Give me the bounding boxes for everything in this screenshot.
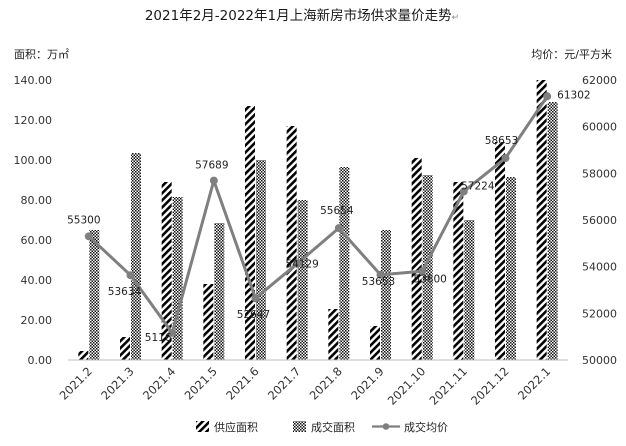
price-data-label: 57689 xyxy=(195,160,228,172)
x-tick-label: 2021.3 xyxy=(98,364,136,402)
price-point xyxy=(501,154,510,163)
right-tick-label: 50000 xyxy=(582,354,617,367)
supply-bar xyxy=(161,182,172,360)
supply-bar xyxy=(411,158,422,360)
trade-bar xyxy=(297,200,308,360)
trade-bar xyxy=(506,177,516,360)
supply-bar xyxy=(370,326,380,360)
price-point xyxy=(376,270,385,279)
x-tick-label: 2021.12 xyxy=(468,364,512,408)
right-tick-label: 54000 xyxy=(582,261,617,274)
price-data-label: 52647 xyxy=(237,309,270,321)
supply-bar xyxy=(78,351,89,360)
right-axis: 50000 52000 54000 56000 58000 60000 62000 xyxy=(582,74,617,367)
price-data-label: 55300 xyxy=(67,214,100,226)
price-point xyxy=(126,271,135,280)
price-data-label: 53800 xyxy=(413,273,446,285)
price-point xyxy=(84,232,93,241)
left-tick-label: 80.00 xyxy=(21,194,53,207)
supply-bar xyxy=(328,309,339,360)
data-labels: 55300 53634 5116 57689 52647 54129 55654 53653 5… xyxy=(67,89,590,344)
legend-swatch-trade xyxy=(293,421,306,432)
price-data-label: 54129 xyxy=(285,259,318,271)
left-tick-label: 100.00 xyxy=(14,154,53,167)
right-tick-label: 52000 xyxy=(582,307,617,320)
right-tick-label: 60000 xyxy=(582,121,617,134)
trade-bar xyxy=(89,230,100,360)
supply-bar xyxy=(536,80,547,360)
trade-bar xyxy=(422,175,433,360)
supply-bar xyxy=(286,126,297,360)
right-tick-label: 62000 xyxy=(582,74,617,87)
x-axis: 2021.2 2021.3 2021.4 2021.5 2021.6 2021.7 2021… xyxy=(57,364,554,408)
left-axis: 0.00 20.00 40.00 60.00 80.00 100.00 120.00 140.… xyxy=(14,74,53,367)
x-tick-label: 2021.7 xyxy=(265,364,303,402)
price-data-label: 53634 xyxy=(108,286,142,298)
left-tick-label: 20.00 xyxy=(21,314,53,327)
supply-bar xyxy=(245,106,255,360)
supply-bar xyxy=(495,142,505,360)
supply-bar xyxy=(453,182,464,360)
x-tick-label: 2021.8 xyxy=(307,364,345,402)
trade-bar xyxy=(131,153,141,360)
price-point xyxy=(418,267,427,276)
price-data-label: 55654 xyxy=(320,205,354,217)
legend: 供应面积 成交面积 成交均价 xyxy=(196,420,448,434)
trade-bar xyxy=(381,230,391,360)
x-tick-label: 2021.4 xyxy=(140,364,178,402)
bar-series xyxy=(78,80,558,360)
price-point xyxy=(459,187,468,196)
legend-label-supply: 供应面积 xyxy=(214,420,258,434)
price-point xyxy=(168,328,177,337)
price-point xyxy=(209,176,218,185)
price-point xyxy=(543,92,552,101)
legend-item-trade: 成交面积 xyxy=(293,420,355,434)
left-tick-label: 140.00 xyxy=(14,74,53,87)
legend-swatch-supply xyxy=(196,421,209,432)
left-tick-label: 120.00 xyxy=(14,114,53,127)
x-tick-label: 2021.10 xyxy=(385,364,429,408)
x-tick-label: 2022.1 xyxy=(515,364,553,402)
x-tick-label: 2021.9 xyxy=(348,364,386,402)
legend-label-trade: 成交面积 xyxy=(311,420,355,434)
left-tick-label: 60.00 xyxy=(21,234,53,247)
x-tick-label: 2021.6 xyxy=(223,364,261,402)
trade-bar xyxy=(464,220,475,360)
legend-label-price: 成交均价 xyxy=(404,420,448,434)
supply-bar xyxy=(203,284,214,360)
line-series xyxy=(84,92,552,337)
chart-title: 2021年2月-2022年1月上海新房市场供求量价走势↵ xyxy=(145,7,459,24)
price-data-label: 53653 xyxy=(362,276,395,288)
price-data-label: 57224 xyxy=(461,180,495,192)
trade-bar xyxy=(214,223,225,360)
price-point xyxy=(293,259,302,268)
legend-item-price: 成交均价 xyxy=(372,420,448,434)
trade-bar xyxy=(172,197,183,360)
supply-bar xyxy=(120,337,130,360)
left-tick-label: 40.00 xyxy=(21,274,53,287)
legend-item-supply: 供应面积 xyxy=(196,420,258,434)
right-tick-label: 58000 xyxy=(582,167,617,180)
x-tick-label: 2021.5 xyxy=(182,364,220,402)
left-tick-label: 0.00 xyxy=(28,354,53,367)
trade-bar xyxy=(256,160,266,360)
price-data-label: 58653 xyxy=(485,135,518,147)
right-tick-label: 56000 xyxy=(582,214,617,227)
price-line xyxy=(87,95,549,335)
x-tick-label: 2021.2 xyxy=(57,364,95,402)
left-axis-unit: 面积：万㎡ xyxy=(14,48,69,61)
x-tick-label: 2021.11 xyxy=(426,364,470,408)
price-point xyxy=(251,294,260,303)
right-axis-unit: 均价：元/平方米 xyxy=(531,47,612,61)
trade-bar xyxy=(339,167,350,360)
price-data-label: 61302 xyxy=(557,89,590,101)
trade-bar xyxy=(547,102,558,360)
price-point xyxy=(334,224,343,233)
legend-swatch-price-marker xyxy=(382,423,390,430)
price-data-label: 5116 xyxy=(145,332,172,344)
